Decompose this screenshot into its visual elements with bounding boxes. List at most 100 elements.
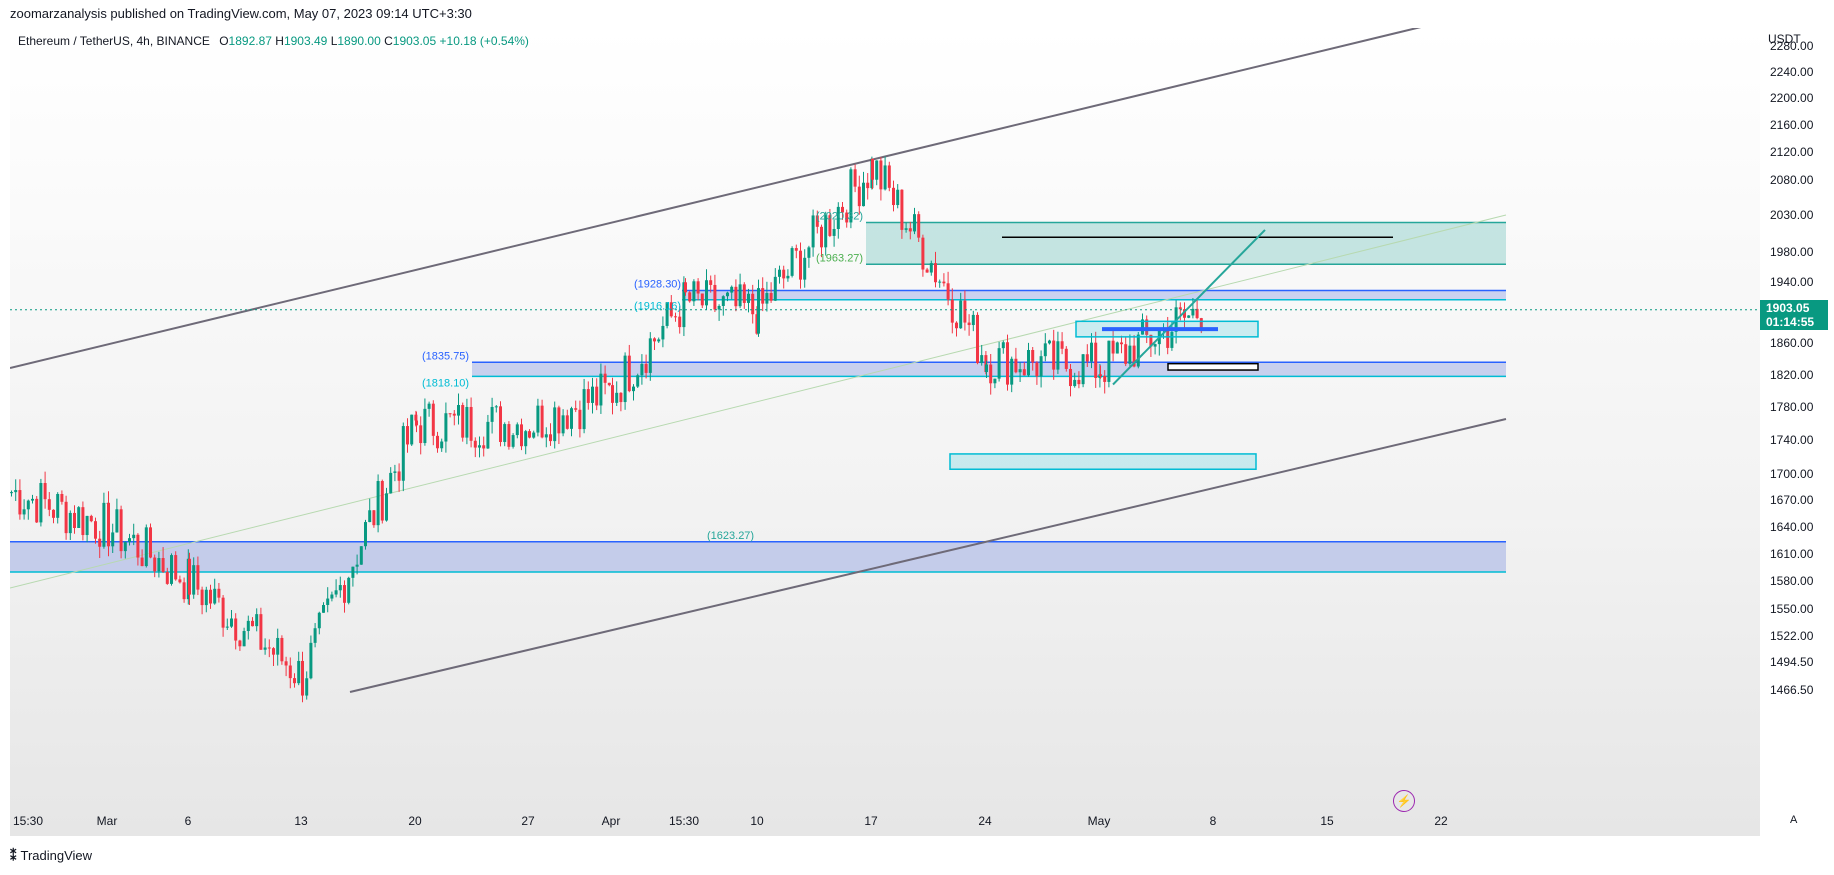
symbol-name[interactable]: Ethereum / TetherUS, 4h, BINANCE [18,34,210,48]
candle-body [857,186,861,207]
candle-body [553,407,557,442]
candle-body [77,507,81,528]
candle-body [347,577,351,603]
channel-mid-line [10,214,1507,589]
price-tick: 1820.00 [1770,367,1814,382]
candle-body [769,293,773,301]
candle-body [376,481,380,526]
candle-body [427,403,431,409]
target-box-lower [949,453,1257,470]
candle-body [1014,358,1018,373]
candle-body [976,314,979,364]
price-tick: 2280.00 [1770,39,1814,53]
candle-body [1170,331,1174,348]
candle-body [31,498,34,501]
candle-body [393,471,397,473]
candle-body [561,415,565,434]
candle-body [917,214,921,238]
candle-body [305,678,309,696]
time-tick: 8 [1209,814,1217,828]
candle-body [524,431,528,447]
candle-body [317,612,321,629]
time-tick: May [1087,814,1111,828]
candle-body [644,363,648,373]
candle-body [892,187,895,206]
candle-body [688,292,692,302]
annotation-label: (1623.27) [707,530,754,542]
price-axis[interactable]: USDT 2280.00 2240.00 2200.00 2160.00 2120.00… [1760,28,1834,836]
annotation-label: (1928.30) [634,278,681,290]
candle-body [883,165,887,190]
candle-body [845,212,849,223]
price-chart-svg[interactable]: (2020.32) (1963.27) (1928.30) (1916.16) (183… [10,28,1760,836]
change-value: +10.18 (+0.54%) [439,34,529,48]
candle-body [73,512,76,528]
candle-body [627,355,631,392]
candle-body [178,579,182,583]
price-tick: 1980.00 [1770,244,1814,259]
candle-body [280,637,284,662]
candle-body [196,565,200,590]
price-tick: 2120.00 [1770,145,1814,160]
candle-body [1136,334,1140,367]
candle-body [334,590,338,595]
candle-body [578,409,582,430]
candle-body [102,502,106,547]
open-label: O [219,34,229,48]
candle-body [853,169,857,187]
candle-body [841,206,844,213]
candle-body [1052,340,1056,370]
candle-body [1081,354,1085,385]
candle-body [1099,374,1102,377]
price-tick: 1610.00 [1770,546,1814,561]
candle-body [582,389,586,430]
high-label: H [275,34,284,48]
candle-body [1027,349,1030,376]
candle-body [469,406,473,441]
time-tick: 15:30 [668,814,700,828]
candle-body [326,598,330,605]
candle-body [1120,342,1123,345]
candle-body [18,490,22,515]
candle-body [730,286,734,293]
candle-body [591,386,594,403]
candle-body [921,237,925,270]
candle-body [993,378,997,384]
candle-body [794,248,798,251]
candle-body [849,169,853,223]
lightning-icon[interactable]: ⚡ [1393,790,1415,812]
candle-body [204,589,208,606]
price-tick: 1580.00 [1770,574,1814,589]
candle-body [26,500,30,510]
price-tick: 2240.00 [1770,64,1814,79]
candle-body [225,626,229,628]
candle-body [503,424,507,442]
candle-body [1018,369,1022,373]
candle-body [35,498,39,523]
candle-body [1107,340,1111,382]
candle-body [259,614,263,650]
candle-body [1022,369,1026,376]
zone-support [10,541,1506,573]
price-tick: 1550.00 [1770,602,1814,617]
price-tick: 1940.00 [1770,274,1814,289]
auto-scale-button[interactable]: A [1790,814,1798,826]
price-tick: 2080.00 [1770,172,1814,187]
candle-body [1187,315,1191,318]
candle-body [665,302,669,326]
candle-body [1090,342,1093,362]
candle-body [832,228,836,236]
chart-area[interactable]: Ethereum / TetherUS, 4h, BINANCE O1892.8… [10,28,1760,836]
candle-body [828,215,832,236]
time-axis[interactable]: 15:30 Mar 6 13 20 27 Apr 15:30 10 17 24 May 8 15 22 [10,808,1760,836]
candle-body [174,555,178,580]
candle-body [461,405,465,438]
candle-body [967,322,971,326]
candle-body [217,588,221,598]
candle-body [128,538,131,543]
low-label: L [330,34,338,48]
time-tick: 6 [184,814,192,828]
candle-body [107,502,110,547]
time-tick: 27 [521,814,535,828]
candle-body [1178,307,1182,310]
